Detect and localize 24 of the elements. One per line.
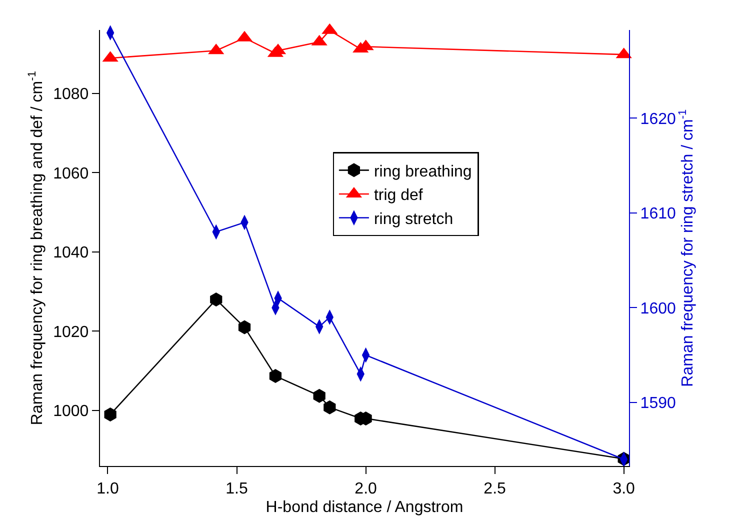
point [269,369,282,384]
point [104,407,116,422]
x-tick-label: 2.5 [484,480,506,498]
legend-label: trig def [374,187,424,204]
y2-tick-label: 1620 [640,110,676,128]
point [324,400,336,414]
point [313,388,326,403]
legend-label: ring stretch [374,211,454,228]
x-tick-label: 1.5 [226,480,248,498]
x-axis-title: H-bond distance / Angstrom [266,499,464,516]
y-tick-label: 1080 [53,86,89,104]
y2-tick-label: 1610 [640,206,676,223]
y-tick-label: 1040 [53,244,89,262]
x-tick-label: 3.0 [612,480,636,498]
point [238,320,251,334]
x-tick-label: 2.0 [354,480,378,498]
y-tick-label: 1000 [53,403,89,420]
x-tick-label: 1.0 [96,480,119,498]
point [210,292,222,307]
y2-tick-label: 1600 [640,300,676,318]
y-tick-label: 1060 [53,165,89,182]
y2-tick-label: 1590 [640,395,676,412]
y-tick-label: 1020 [53,324,89,341]
legend-label: ring breathing [374,163,472,180]
